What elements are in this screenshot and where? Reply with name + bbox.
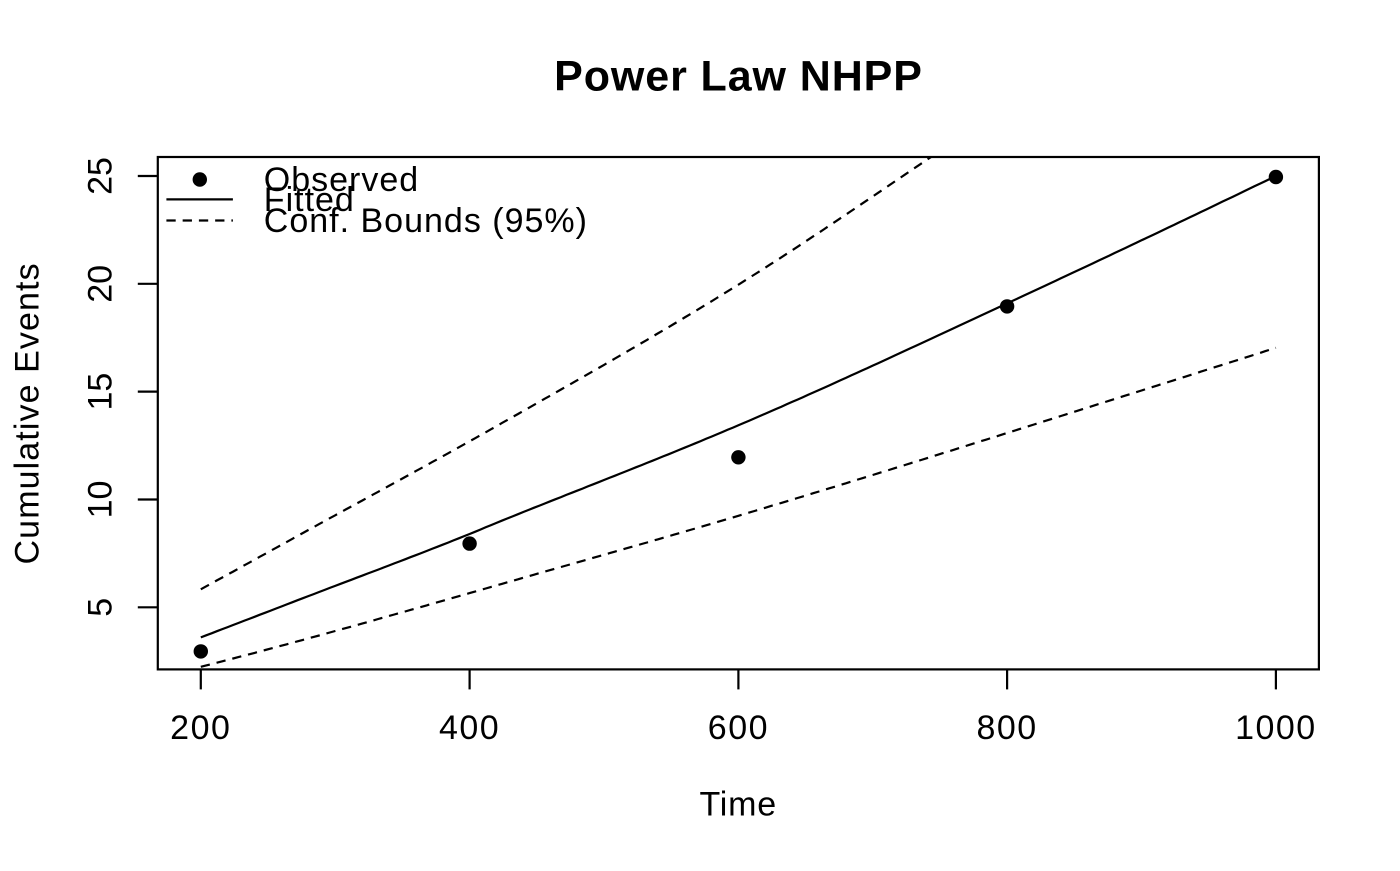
svg-text:25: 25 [82, 157, 120, 195]
svg-text:Time: Time [699, 786, 777, 824]
svg-text:800: 800 [976, 709, 1037, 747]
svg-text:Observed: Observed [264, 161, 419, 199]
svg-text:Fitted: Fitted [264, 181, 355, 219]
svg-text:600: 600 [708, 709, 769, 747]
svg-text:5: 5 [82, 598, 120, 617]
svg-text:10: 10 [82, 481, 120, 519]
svg-text:Cumulative Events: Cumulative Events [8, 262, 46, 564]
svg-text:15: 15 [82, 373, 120, 411]
svg-text:Conf. Bounds (95%): Conf. Bounds (95%) [264, 202, 588, 240]
svg-text:200: 200 [170, 709, 231, 747]
svg-text:1000: 1000 [1235, 709, 1317, 747]
svg-text:400: 400 [439, 709, 500, 747]
svg-text:Power Law NHPP: Power Law NHPP [554, 53, 923, 101]
svg-text:20: 20 [82, 265, 120, 303]
